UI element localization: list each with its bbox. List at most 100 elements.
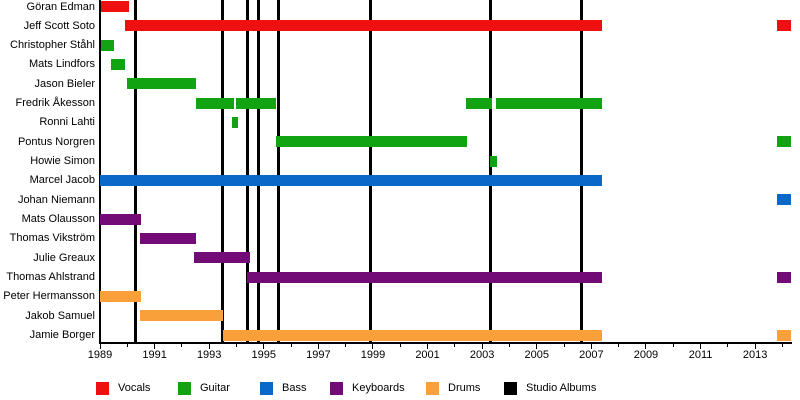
x-axis-minor-tick <box>727 344 729 347</box>
tenure-bar-pontus-norgren <box>776 136 791 148</box>
x-axis-major-tick <box>154 344 156 349</box>
legend-label-studio-albums: Studio Albums <box>526 382 597 394</box>
legend-swatch-bass <box>260 382 273 395</box>
x-axis-major-tick <box>754 344 756 349</box>
member-label-thomas-vikstr-m: Thomas Vikström <box>9 232 95 245</box>
tenure-bar-thomas-ahlstrand <box>247 271 603 283</box>
x-axis-minor-tick <box>563 344 565 347</box>
member-label-johan-niemann: Johan Niemann <box>17 193 95 206</box>
tenure-bar-g-ran-edman <box>101 1 129 12</box>
x-axis-major-tick <box>263 344 265 349</box>
x-axis-minor-tick <box>345 344 347 347</box>
x-axis-minor-tick <box>672 344 674 347</box>
x-axis-minor-tick <box>399 344 401 347</box>
tenure-bar-thomas-ahlstrand <box>776 271 791 283</box>
x-axis-minor-tick <box>290 344 292 347</box>
x-axis-minor-tick <box>618 344 620 347</box>
member-label-howie-simon: Howie Simon <box>30 155 95 168</box>
tenure-bar-jeff-scott-soto <box>776 20 791 32</box>
tenure-bar-fredrik-kesson <box>495 97 603 109</box>
x-axis-minor-tick <box>126 344 128 347</box>
x-axis-major-tick <box>536 344 538 349</box>
member-label-g-ran-edman: Göran Edman <box>26 0 95 13</box>
tenure-bar-pontus-norgren <box>276 136 468 148</box>
x-axis-major-tick <box>99 344 101 349</box>
member-label-christopher-st-hl: Christopher Ståhl <box>10 39 95 52</box>
member-label-thomas-ahlstrand: Thomas Ahlstrand <box>6 271 95 284</box>
member-label-jamie-borger: Jamie Borger <box>29 329 95 342</box>
member-label-mats-olausson: Mats Olausson <box>21 213 95 226</box>
tenure-bar-jamie-borger <box>222 329 603 341</box>
legend-swatch-guitar <box>178 382 191 395</box>
y-axis-line <box>99 0 101 344</box>
tenure-bar-ronni-lahti <box>232 116 238 128</box>
x-axis-year-label: 1995 <box>251 349 277 361</box>
x-axis-line <box>99 342 792 344</box>
legend-swatch-drums <box>426 382 439 395</box>
tenure-bar-jeff-scott-soto <box>124 20 603 32</box>
studio-album-line <box>277 0 281 344</box>
tenure-bar-marcel-jacob <box>100 174 603 186</box>
member-label-peter-hermansson: Peter Hermansson <box>3 290 95 303</box>
x-axis-major-tick <box>700 344 702 349</box>
studio-album-line <box>256 0 260 344</box>
legend-label-keyboards: Keyboards <box>352 382 405 394</box>
legend-label-vocals: Vocals <box>118 382 151 394</box>
legend-swatch-vocals <box>96 382 109 395</box>
x-axis-major-tick <box>427 344 429 349</box>
x-axis-year-label: 1993 <box>196 349 222 361</box>
member-label-jakob-samuel: Jakob Samuel <box>25 309 95 322</box>
studio-album-line <box>221 0 225 344</box>
member-label-pontus-norgren: Pontus Norgren <box>17 135 95 148</box>
member-label-julie-greaux: Julie Greaux <box>33 251 95 264</box>
studio-album-line <box>133 0 137 344</box>
legend-label-bass: Bass <box>282 382 307 394</box>
x-axis-minor-tick <box>508 344 510 347</box>
member-label-mats-lindfors: Mats Lindfors <box>28 58 95 71</box>
studio-album-line <box>245 0 249 344</box>
x-axis-major-tick <box>481 344 483 349</box>
tenure-bar-fredrik-kesson <box>195 97 234 109</box>
tenure-bar-jason-bieler <box>127 78 196 90</box>
x-axis-year-label: 1989 <box>87 349 113 361</box>
legend-label-drums: Drums <box>448 382 481 394</box>
x-axis-major-tick <box>590 344 592 349</box>
tenure-bar-howie-simon <box>490 155 498 167</box>
member-label-fredrik-kesson: Fredrik Åkesson <box>15 97 95 110</box>
x-axis-year-label: 2013 <box>742 349 768 361</box>
x-axis-minor-tick <box>781 344 783 347</box>
tenure-bar-thomas-vikstr-m <box>139 232 196 244</box>
x-axis-year-label: 2011 <box>688 349 713 361</box>
x-axis-minor-tick <box>181 344 183 347</box>
x-axis-year-label: 1991 <box>142 349 167 361</box>
member-label-marcel-jacob: Marcel Jacob <box>29 174 95 187</box>
x-axis-year-label: 2001 <box>415 349 440 361</box>
x-axis-year-label: 2005 <box>524 349 549 361</box>
x-axis-major-tick <box>645 344 647 349</box>
tenure-bar-mats-olausson <box>100 213 141 225</box>
tenure-bar-jamie-borger <box>776 329 791 341</box>
x-axis-major-tick <box>317 344 319 349</box>
tenure-bar-julie-greaux <box>194 252 251 264</box>
legend-swatch-studio-albums <box>504 382 517 395</box>
x-axis-year-label: 1999 <box>360 349 386 361</box>
x-axis-year-label: 2007 <box>579 349 604 361</box>
x-axis-year-label: 2003 <box>469 349 495 361</box>
legend-swatch-keyboards <box>330 382 343 395</box>
tenure-bar-fredrik-kesson <box>236 97 277 109</box>
member-label-jason-bieler: Jason Bieler <box>34 77 95 90</box>
tenure-bar-mats-lindfors <box>110 58 125 70</box>
studio-album-line <box>580 0 584 344</box>
tenure-bar-jakob-samuel <box>139 310 223 322</box>
studio-album-line <box>488 0 492 344</box>
member-label-ronni-lahti: Ronni Lahti <box>39 116 95 129</box>
x-axis-year-label: 2009 <box>633 349 659 361</box>
tenure-bar-christopher-st-hl <box>101 39 114 51</box>
x-axis-year-label: 1997 <box>306 349 331 361</box>
